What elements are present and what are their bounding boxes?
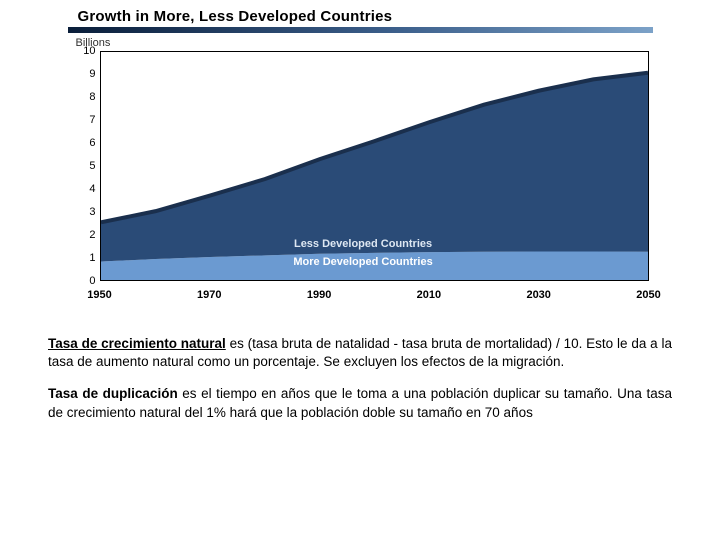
series-label: Less Developed Countries <box>294 238 432 250</box>
y-tick-label: 6 <box>76 137 96 149</box>
y-tick-label: 2 <box>76 229 96 241</box>
p1-lead: Tasa de crecimiento natural <box>48 336 226 351</box>
plot-wrap: 012345678910 More Developed CountriesLes… <box>76 51 653 311</box>
area-series <box>101 73 648 262</box>
paragraph-natural-growth: Tasa de crecimiento natural es (tasa bru… <box>48 335 672 371</box>
y-tick-label: 8 <box>76 91 96 103</box>
page-root: Growth in More, Less Developed Countries… <box>0 0 720 540</box>
y-tick-label: 10 <box>76 45 96 57</box>
y-tick-label: 5 <box>76 160 96 172</box>
plot-area: More Developed Countries Less Developed C… <box>100 51 649 281</box>
x-tick-label: 1970 <box>197 289 221 301</box>
y-tick-label: 7 <box>76 114 96 126</box>
chart-card: Growth in More, Less Developed Countries… <box>68 8 653 311</box>
p2-lead: Tasa de duplicación <box>48 386 178 401</box>
x-tick-label: 2030 <box>526 289 550 301</box>
y-ticks: 012345678910 <box>76 51 98 281</box>
chart-title-wrap: Growth in More, Less Developed Countries <box>68 8 653 27</box>
series-label: More Developed Countries <box>293 256 432 268</box>
y-tick-label: 1 <box>76 252 96 264</box>
x-tick-label: 1990 <box>307 289 331 301</box>
explanatory-text: Tasa de crecimiento natural es (tasa bru… <box>48 335 672 422</box>
y-tick-label: 4 <box>76 183 96 195</box>
x-tick-label: 1950 <box>87 289 111 301</box>
y-tick-label: 0 <box>76 275 96 287</box>
chart-title: Growth in More, Less Developed Countries <box>78 8 653 25</box>
y-tick-label: 3 <box>76 206 96 218</box>
y-tick-label: 9 <box>76 68 96 80</box>
x-ticks: 195019701990201020302050 <box>100 289 649 303</box>
x-tick-label: 2050 <box>636 289 660 301</box>
x-tick-label: 2010 <box>417 289 441 301</box>
paragraph-doubling-time: Tasa de duplicación es el tiempo en años… <box>48 385 672 421</box>
y-axis-label: Billions <box>68 33 653 51</box>
